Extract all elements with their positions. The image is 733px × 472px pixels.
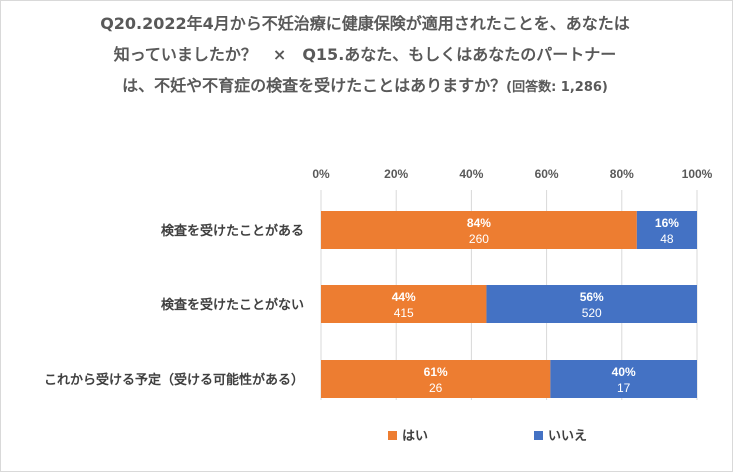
bar-segment	[550, 360, 697, 398]
data-label-count: 520	[582, 306, 602, 320]
data-label-percent: 84%	[467, 216, 491, 230]
title-line-1: Q20.2022年4月から不妊治療に健康保険が適用されたことを、あなたは	[100, 14, 630, 33]
x-tick-label: 100%	[682, 167, 713, 181]
data-label-percent: 40%	[612, 365, 636, 379]
category-label: 検査を受けたことがない	[161, 297, 304, 312]
category-label: これから受ける予定（受ける可能性がある）	[44, 372, 304, 387]
legend-swatch	[388, 431, 397, 440]
title-line-3: は、不妊や不育症の検査を受けたことはありますか？	[122, 76, 507, 95]
x-tick-label: 40%	[459, 167, 483, 181]
bar-segment	[321, 211, 637, 249]
title-line-2: 知っていましたか？ × Q15.あなた、もしくはあなたのパートナー	[113, 45, 617, 64]
data-label-count: 17	[617, 381, 631, 395]
bar-segment	[486, 285, 697, 323]
bar-segment	[321, 360, 551, 398]
x-tick-label: 20%	[384, 167, 408, 181]
legend-label: はい	[402, 428, 428, 443]
data-label-percent: 44%	[392, 290, 416, 304]
legend-swatch	[534, 431, 543, 440]
data-label-count: 415	[394, 306, 414, 320]
data-label-count: 48	[660, 232, 674, 246]
data-label-count: 260	[469, 232, 489, 246]
bar-segment	[321, 285, 487, 323]
chart-title: Q20.2022年4月から不妊治療に健康保険が適用されたことを、あなたは 知って…	[20, 8, 710, 103]
respondent-count: (回答数: 1,286)	[506, 80, 608, 95]
x-tick-label: 0%	[312, 167, 330, 181]
data-label-count: 26	[429, 381, 443, 395]
data-label-percent: 61%	[424, 365, 448, 379]
legend-label: いいえ	[548, 428, 587, 443]
data-label-percent: 56%	[580, 290, 604, 304]
x-tick-label: 60%	[535, 167, 559, 181]
data-label-percent: 16%	[655, 216, 679, 230]
x-tick-label: 80%	[610, 167, 634, 181]
bar-segment	[636, 211, 697, 249]
category-label: 検査を受けたことがある	[161, 223, 304, 238]
